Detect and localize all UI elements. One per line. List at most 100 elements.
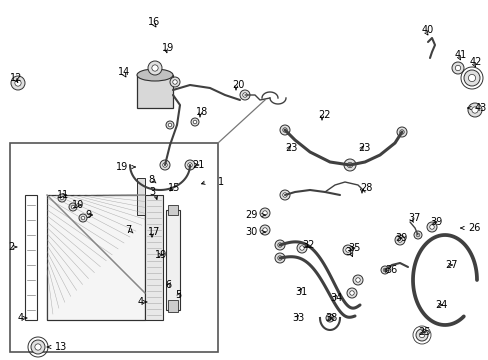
Circle shape [81, 216, 84, 220]
Circle shape [262, 211, 267, 215]
Text: 3: 3 [149, 187, 155, 197]
Text: 19: 19 [162, 43, 174, 53]
Polygon shape [165, 210, 180, 310]
Circle shape [451, 62, 463, 74]
Circle shape [260, 208, 269, 218]
Circle shape [463, 70, 479, 86]
Circle shape [170, 77, 180, 87]
Text: 30: 30 [245, 227, 258, 237]
Text: 39: 39 [429, 217, 441, 227]
Text: 9: 9 [85, 210, 91, 220]
Text: 23: 23 [285, 143, 297, 153]
Text: 5: 5 [175, 290, 181, 300]
Circle shape [277, 243, 282, 247]
Circle shape [282, 128, 286, 132]
Circle shape [277, 256, 282, 260]
Text: 3: 3 [345, 247, 350, 257]
Text: 27: 27 [444, 260, 457, 270]
Text: 16: 16 [148, 17, 160, 27]
Circle shape [468, 75, 475, 82]
Ellipse shape [137, 69, 173, 81]
Text: 21: 21 [192, 160, 204, 170]
Circle shape [325, 314, 333, 322]
Text: 25: 25 [417, 327, 429, 337]
Circle shape [471, 107, 477, 113]
Text: 19: 19 [116, 162, 128, 172]
Text: 14: 14 [118, 67, 130, 77]
Circle shape [193, 120, 196, 124]
Circle shape [345, 248, 349, 252]
Circle shape [60, 196, 63, 200]
Circle shape [454, 65, 460, 71]
Circle shape [160, 160, 170, 170]
Circle shape [163, 163, 167, 167]
Text: 29: 29 [245, 210, 258, 220]
Circle shape [274, 253, 285, 263]
Text: 37: 37 [407, 213, 420, 223]
Circle shape [397, 238, 402, 242]
Circle shape [415, 233, 419, 237]
Circle shape [467, 103, 481, 117]
Text: 20: 20 [231, 80, 244, 90]
Circle shape [296, 243, 306, 253]
Text: 22: 22 [317, 110, 330, 120]
Text: 35: 35 [347, 243, 360, 253]
Circle shape [282, 193, 286, 197]
Text: 18: 18 [196, 107, 208, 117]
Circle shape [394, 235, 404, 245]
Text: 8: 8 [148, 175, 154, 185]
Text: 2: 2 [8, 242, 14, 252]
Circle shape [262, 228, 267, 232]
Circle shape [31, 340, 45, 354]
Circle shape [260, 225, 269, 235]
Polygon shape [168, 205, 178, 215]
Circle shape [11, 76, 25, 90]
Circle shape [184, 160, 195, 170]
Text: 24: 24 [434, 300, 447, 310]
Text: 26: 26 [467, 223, 479, 233]
Circle shape [418, 332, 424, 338]
Text: 1: 1 [218, 177, 224, 187]
Text: 42: 42 [469, 57, 481, 67]
Circle shape [383, 268, 386, 272]
Circle shape [380, 266, 388, 274]
Circle shape [299, 246, 304, 250]
Text: 28: 28 [359, 183, 372, 193]
Text: 38: 38 [325, 313, 337, 323]
Circle shape [15, 80, 21, 86]
Circle shape [69, 203, 77, 211]
Circle shape [343, 159, 355, 171]
Circle shape [148, 61, 162, 75]
Text: 32: 32 [302, 240, 314, 250]
Text: 34: 34 [329, 293, 342, 303]
Circle shape [187, 163, 192, 167]
Circle shape [355, 278, 360, 282]
Circle shape [191, 118, 199, 126]
Circle shape [165, 121, 174, 129]
Text: 17: 17 [148, 227, 160, 237]
Polygon shape [145, 195, 163, 320]
Circle shape [280, 125, 289, 135]
Circle shape [396, 127, 406, 137]
Text: 4: 4 [138, 297, 144, 307]
Circle shape [35, 344, 41, 350]
Circle shape [349, 291, 353, 295]
Circle shape [172, 80, 177, 84]
Text: 7: 7 [125, 225, 131, 235]
Text: 31: 31 [294, 287, 306, 297]
Text: 19: 19 [155, 250, 167, 260]
Text: 23: 23 [357, 143, 369, 153]
Circle shape [242, 93, 247, 97]
Circle shape [240, 90, 249, 100]
Polygon shape [137, 178, 145, 215]
Text: 12: 12 [10, 73, 22, 83]
Text: 13: 13 [55, 342, 67, 352]
Circle shape [352, 275, 362, 285]
Circle shape [415, 329, 427, 341]
Circle shape [346, 288, 356, 298]
Circle shape [429, 225, 433, 229]
Text: 40: 40 [421, 25, 433, 35]
Circle shape [274, 240, 285, 250]
Text: 11: 11 [57, 190, 69, 200]
Circle shape [426, 222, 436, 232]
